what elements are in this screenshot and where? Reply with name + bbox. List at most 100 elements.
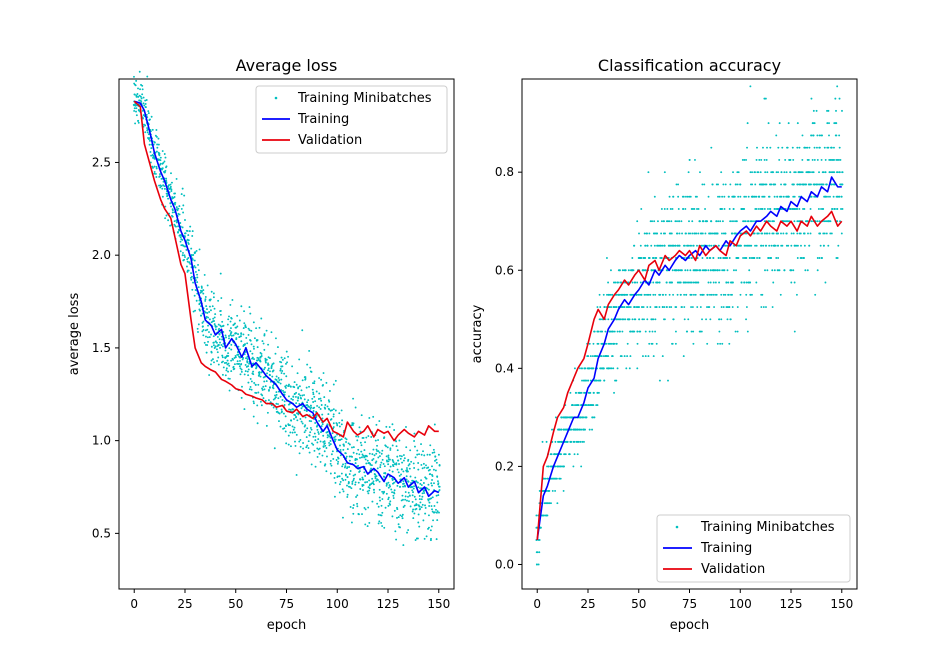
minibatch-point [178,205,181,208]
minibatch-point [357,435,360,438]
minibatch-point [637,306,640,308]
minibatch-point [391,491,394,494]
minibatch-point [395,463,398,466]
minibatch-point [749,171,752,174]
minibatch-point [424,512,427,515]
minibatch-point [325,470,328,473]
minibatch-point [722,293,725,296]
average-loss-chart: Average loss 0 25 50 75 100 125 1500.51.01.52.… [67,56,455,633]
minibatch-point [769,220,771,223]
minibatch-point [349,506,352,508]
minibatch-point [230,359,233,362]
minibatch-point [290,419,292,422]
minibatch-point [817,208,820,210]
minibatch-point [221,373,224,376]
minibatch-point [249,350,252,353]
minibatch-point [224,349,227,352]
minibatch-point [274,337,277,340]
minibatch-point [625,306,628,308]
minibatch-point [375,475,378,478]
minibatch-point [691,306,694,308]
minibatch-point [663,306,666,308]
minibatch-point [677,208,680,210]
minibatch-point [155,165,158,168]
minibatch-point [320,431,322,434]
minibatch-point [212,335,215,338]
minibatch-point [235,326,238,329]
minibatch-point [159,184,162,187]
minibatch-point [342,479,345,482]
minibatch-point [333,476,336,479]
minibatch-point [348,443,351,446]
minibatch-point [405,426,407,428]
minibatch-point [146,131,149,134]
minibatch-point [319,440,322,443]
minibatch-point [261,387,263,390]
minibatch-point [353,477,355,480]
minibatch-point [150,154,153,157]
minibatch-point [735,269,737,272]
minibatch-point [240,340,243,343]
minibatch-point [340,409,343,412]
minibatch-point [790,281,793,284]
minibatch-point [285,442,288,445]
minibatch-point [717,183,719,186]
minibatch-point [663,220,665,223]
minibatch-point [378,455,381,458]
minibatch-point [665,306,668,308]
minibatch-point [158,153,160,156]
minibatch-point [839,158,842,161]
minibatch-point [300,407,303,410]
minibatch-point [643,293,646,296]
minibatch-point [812,109,815,112]
minibatch-point [362,454,365,457]
minibatch-point [773,269,776,272]
minibatch-point [755,281,758,284]
minibatch-point [429,539,432,542]
minibatch-point [436,475,439,478]
minibatch-point [554,477,557,480]
minibatch-point [217,343,220,346]
minibatch-point [275,375,278,378]
minibatch-point [414,476,417,479]
minibatch-point [822,183,825,186]
minibatch-point [721,220,724,223]
minibatch-point [687,232,690,235]
minibatch-point [156,143,159,146]
minibatch-point [435,538,438,541]
minibatch-point [228,337,230,340]
minibatch-point [220,344,223,346]
minibatch-point [428,473,431,476]
minibatch-point [253,402,255,405]
minibatch-point [386,460,389,463]
minibatch-point [189,262,192,265]
minibatch-point [379,466,382,469]
minibatch-point [326,436,329,439]
minibatch-point [616,330,619,333]
minibatch-point [254,391,257,394]
minibatch-point [350,487,353,490]
minibatch-point [535,563,538,566]
minibatch-point [771,306,774,308]
minibatch-point [806,146,809,149]
minibatch-point [588,342,591,345]
minibatch-point [154,172,157,175]
minibatch-point [682,281,685,284]
minibatch-point [791,146,794,149]
minibatch-point [832,195,835,198]
minibatch-point [335,422,338,424]
minibatch-point [276,346,279,349]
x-tick-label: 75 [682,597,697,611]
minibatch-point [381,458,384,461]
minibatch-point [697,232,700,235]
minibatch-point [599,306,602,308]
minibatch-point [214,328,217,331]
minibatch-point [219,313,222,316]
minibatch-point [704,208,707,210]
minibatch-point [378,496,381,499]
minibatch-point [737,244,740,247]
minibatch-point [661,355,664,358]
minibatch-point [201,330,204,333]
minibatch-point [582,416,585,419]
